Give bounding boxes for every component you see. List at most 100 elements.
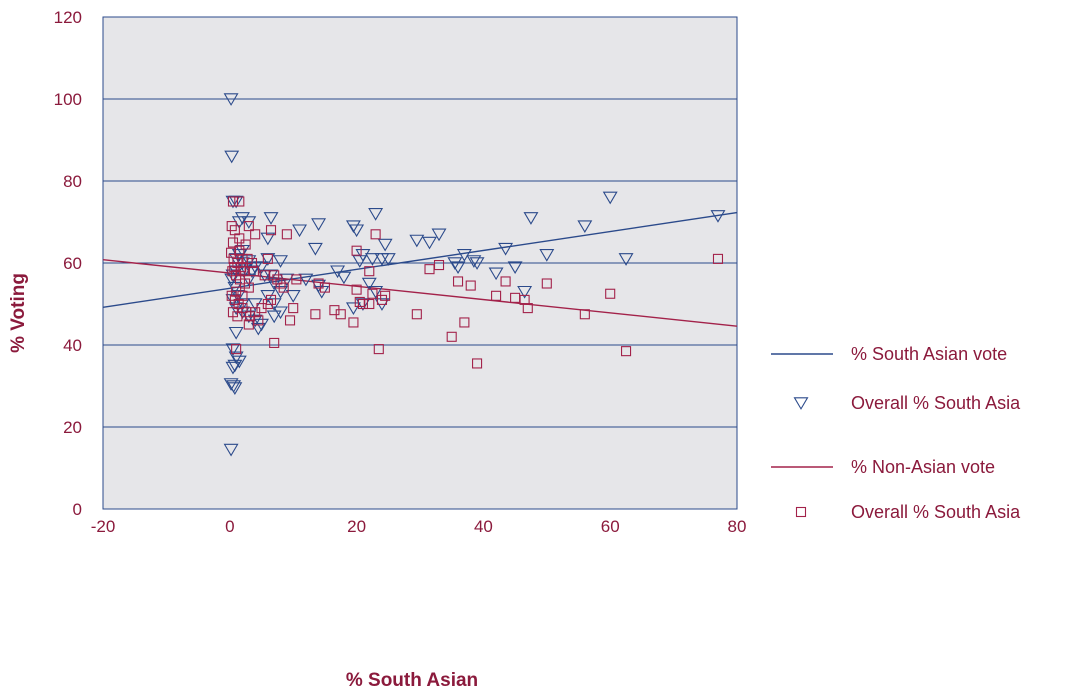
data-point-south-asian (227, 382, 243, 395)
data-point-south-asian (345, 220, 361, 234)
data-point-south-asian (223, 378, 239, 391)
trend-line (102, 259, 738, 327)
x-tick-label: 40 (474, 517, 493, 536)
data-point-non-asian (250, 307, 261, 318)
x-tick-label: 60 (601, 517, 620, 536)
x-tick-label: 20 (347, 517, 366, 536)
data-point-non-asian (235, 266, 246, 277)
data-point-south-asian (618, 253, 634, 266)
data-point-south-asian (235, 212, 250, 225)
data-point-non-asian (491, 290, 502, 301)
x-axis-ticks: -20 0 20 40 60 80 (91, 517, 747, 536)
data-point-south-asian (361, 277, 377, 291)
data-point-non-asian (452, 276, 464, 287)
data-point-south-asian (364, 253, 380, 266)
y-tick-label: 120 (54, 8, 82, 27)
data-point-south-asian (523, 212, 539, 225)
data-point-non-asian (243, 282, 254, 293)
legend-label: % Non-Asian vote (851, 457, 995, 477)
data-point-non-asian (472, 358, 483, 369)
data-point-south-asian (285, 290, 301, 303)
data-point-south-asian (227, 359, 243, 373)
data-point-non-asian (367, 288, 378, 299)
data-point-south-asian (447, 257, 463, 270)
x-axis-title: % South Asian (346, 670, 478, 691)
data-point-non-asian (319, 282, 330, 293)
data-point-non-asian (234, 196, 245, 207)
data-point-south-asian (235, 244, 250, 258)
data-points (223, 93, 726, 457)
data-point-non-asian (240, 239, 251, 250)
data-point-south-asian (241, 273, 257, 287)
data-point-non-asian (605, 288, 616, 299)
data-point-south-asian (330, 265, 346, 279)
data-point-non-asian (231, 344, 242, 355)
data-point-non-asian (226, 247, 237, 258)
data-point-non-asian (459, 317, 470, 328)
data-point-non-asian (380, 290, 391, 301)
legend-label: Overall % South Asia (851, 393, 1021, 413)
data-point-south-asian (298, 273, 314, 287)
data-point-non-asian (357, 298, 368, 310)
data-point-non-asian (284, 315, 296, 326)
data-point-south-asian (228, 195, 244, 209)
data-point-south-asian (228, 326, 244, 340)
data-point-south-asian (377, 238, 393, 252)
legend-label: % South Asian vote (851, 344, 1007, 364)
data-point-non-asian (373, 344, 384, 355)
data-point-non-asian (262, 253, 273, 264)
data-point-non-asian (370, 229, 381, 240)
data-point-south-asian (223, 443, 239, 457)
legend-square-swatch (795, 506, 807, 518)
data-point-south-asian (257, 269, 273, 283)
data-point-south-asian (450, 261, 466, 275)
data-point-south-asian (311, 279, 327, 293)
data-point-non-asian (248, 266, 259, 277)
data-point-non-asian (231, 286, 242, 297)
legend-label: Overall % South Asia (851, 502, 1021, 522)
data-point-south-asian (279, 273, 295, 287)
data-point-south-asian (311, 218, 327, 231)
data-point-non-asian (243, 221, 254, 232)
data-point-non-asian (310, 309, 321, 320)
data-point-south-asian (273, 255, 288, 268)
data-point-south-asian (517, 285, 533, 299)
data-point-non-asian (411, 309, 422, 320)
legend: % South Asian vote Overall % South Asia % … (771, 344, 1021, 522)
y-axis-title: % Voting (8, 273, 29, 353)
data-point-non-asian (237, 253, 248, 264)
data-point-south-asian (368, 208, 384, 221)
data-point-south-asian (469, 257, 485, 270)
data-point-non-asian (234, 245, 245, 256)
data-point-south-asian (710, 210, 726, 223)
data-point-south-asian (498, 242, 514, 256)
data-point-non-asian (265, 294, 277, 305)
data-point-south-asian (247, 298, 263, 311)
data-point-south-asian (355, 298, 371, 311)
y-tick-label: 40 (63, 336, 82, 355)
legend-triangle-swatch (793, 397, 809, 410)
data-point-south-asian (225, 361, 241, 375)
data-point-south-asian (273, 306, 288, 320)
data-point-south-asian (260, 253, 276, 266)
data-point-non-asian (579, 309, 590, 320)
data-point-non-asian (620, 346, 632, 357)
data-point-south-asian (456, 249, 472, 262)
data-point-non-asian (364, 266, 375, 277)
data-point-non-asian (227, 196, 239, 207)
data-point-non-asian (351, 284, 362, 295)
data-point-south-asian (539, 249, 555, 262)
data-point-south-asian (225, 343, 241, 357)
data-point-south-asian (380, 253, 396, 266)
data-point-south-asian (260, 290, 276, 303)
data-point-non-asian (265, 225, 277, 236)
trend-line (102, 211, 738, 308)
data-point-south-asian (488, 267, 504, 281)
data-point-south-asian (466, 255, 482, 268)
data-point-south-asian (368, 285, 384, 299)
data-point-non-asian (351, 245, 362, 256)
data-point-non-asian (232, 311, 243, 322)
y-tick-label: 100 (54, 90, 82, 109)
data-point-non-asian (253, 315, 264, 326)
